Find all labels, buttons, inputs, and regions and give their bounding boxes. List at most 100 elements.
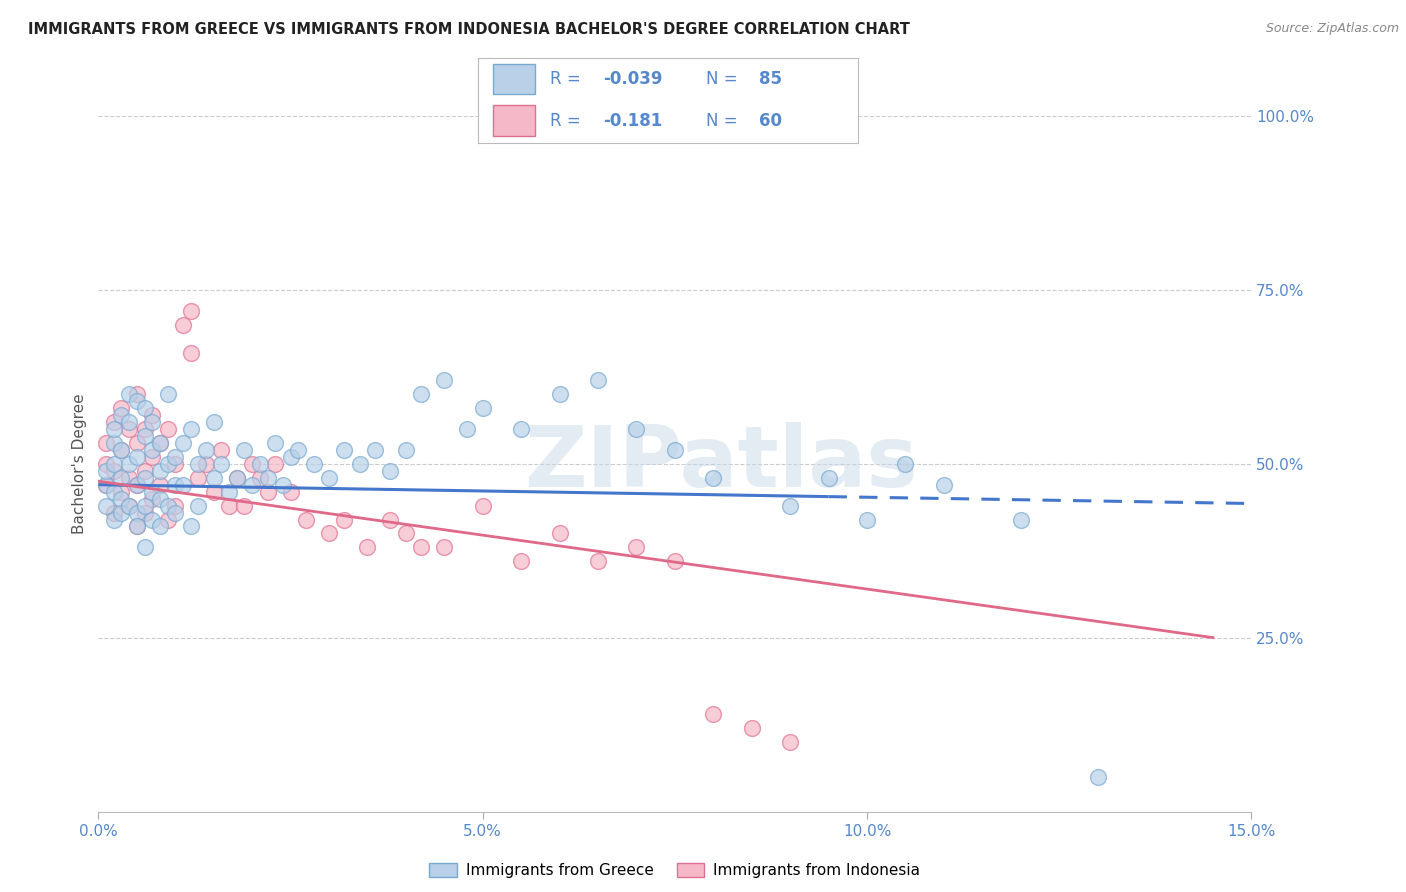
- Point: [202, 484, 225, 499]
- Point: [134, 429, 156, 443]
- Point: [118, 387, 141, 401]
- Point: [149, 519, 172, 533]
- Point: [165, 506, 187, 520]
- Point: [110, 442, 132, 457]
- Point: [664, 554, 686, 568]
- Point: [125, 519, 148, 533]
- Point: [156, 457, 179, 471]
- Point: [586, 554, 609, 568]
- Point: [103, 506, 125, 520]
- Point: [156, 512, 179, 526]
- Point: [287, 442, 309, 457]
- Point: [134, 541, 156, 555]
- Text: R =: R =: [550, 70, 586, 88]
- Point: [103, 415, 125, 429]
- Point: [510, 422, 533, 436]
- Point: [356, 541, 378, 555]
- Point: [149, 491, 172, 506]
- Point: [233, 442, 256, 457]
- Point: [249, 471, 271, 485]
- Point: [103, 436, 125, 450]
- Point: [165, 499, 187, 513]
- Point: [134, 506, 156, 520]
- Point: [125, 477, 148, 491]
- Text: N =: N =: [706, 70, 742, 88]
- Point: [94, 457, 117, 471]
- Point: [180, 345, 202, 359]
- Point: [195, 457, 218, 471]
- Point: [118, 415, 141, 429]
- Point: [364, 442, 387, 457]
- Point: [318, 471, 340, 485]
- Point: [456, 422, 478, 436]
- Point: [172, 477, 194, 491]
- Point: [134, 401, 156, 416]
- Y-axis label: Bachelor's Degree: Bachelor's Degree: [72, 393, 87, 534]
- Point: [103, 464, 125, 478]
- Point: [302, 457, 325, 471]
- Point: [125, 506, 148, 520]
- Text: IMMIGRANTS FROM GREECE VS IMMIGRANTS FROM INDONESIA BACHELOR'S DEGREE CORRELATIO: IMMIGRANTS FROM GREECE VS IMMIGRANTS FRO…: [28, 22, 910, 37]
- Point: [180, 303, 202, 318]
- Point: [195, 442, 218, 457]
- Point: [333, 512, 356, 526]
- Point: [510, 554, 533, 568]
- Point: [240, 477, 263, 491]
- Text: 60: 60: [759, 112, 782, 129]
- Point: [110, 401, 132, 416]
- Point: [433, 373, 456, 387]
- Point: [433, 541, 456, 555]
- Point: [94, 477, 117, 491]
- Bar: [494, 105, 536, 136]
- Point: [233, 499, 256, 513]
- Legend: Immigrants from Greece, Immigrants from Indonesia: Immigrants from Greece, Immigrants from …: [423, 857, 927, 884]
- Point: [256, 471, 278, 485]
- Point: [218, 499, 240, 513]
- Point: [271, 477, 294, 491]
- Point: [149, 464, 172, 478]
- Point: [187, 471, 209, 485]
- Point: [256, 484, 278, 499]
- Point: [125, 436, 148, 450]
- Point: [149, 436, 172, 450]
- Point: [103, 484, 125, 499]
- Point: [156, 387, 179, 401]
- Point: [548, 526, 571, 541]
- Point: [134, 464, 156, 478]
- Point: [141, 408, 163, 422]
- Point: [94, 464, 117, 478]
- Point: [110, 471, 132, 485]
- Point: [586, 373, 609, 387]
- Point: [141, 491, 163, 506]
- Point: [187, 457, 209, 471]
- Point: [225, 471, 247, 485]
- Text: N =: N =: [706, 112, 742, 129]
- Point: [264, 436, 287, 450]
- Point: [380, 512, 402, 526]
- Point: [172, 318, 194, 332]
- Point: [264, 457, 287, 471]
- Point: [141, 512, 163, 526]
- Point: [471, 499, 494, 513]
- Text: R =: R =: [550, 112, 592, 129]
- Point: [141, 450, 163, 464]
- Point: [110, 491, 132, 506]
- Point: [626, 422, 648, 436]
- Point: [411, 387, 433, 401]
- Point: [395, 526, 418, 541]
- Point: [110, 408, 132, 422]
- Point: [932, 477, 955, 491]
- Point: [125, 394, 148, 409]
- Point: [664, 442, 686, 457]
- Point: [141, 442, 163, 457]
- Point: [202, 471, 225, 485]
- Point: [1010, 512, 1032, 526]
- Text: -0.181: -0.181: [603, 112, 662, 129]
- Point: [118, 499, 141, 513]
- Point: [333, 442, 356, 457]
- Point: [180, 519, 202, 533]
- Point: [280, 484, 302, 499]
- Point: [125, 387, 148, 401]
- Point: [779, 499, 801, 513]
- Point: [94, 477, 117, 491]
